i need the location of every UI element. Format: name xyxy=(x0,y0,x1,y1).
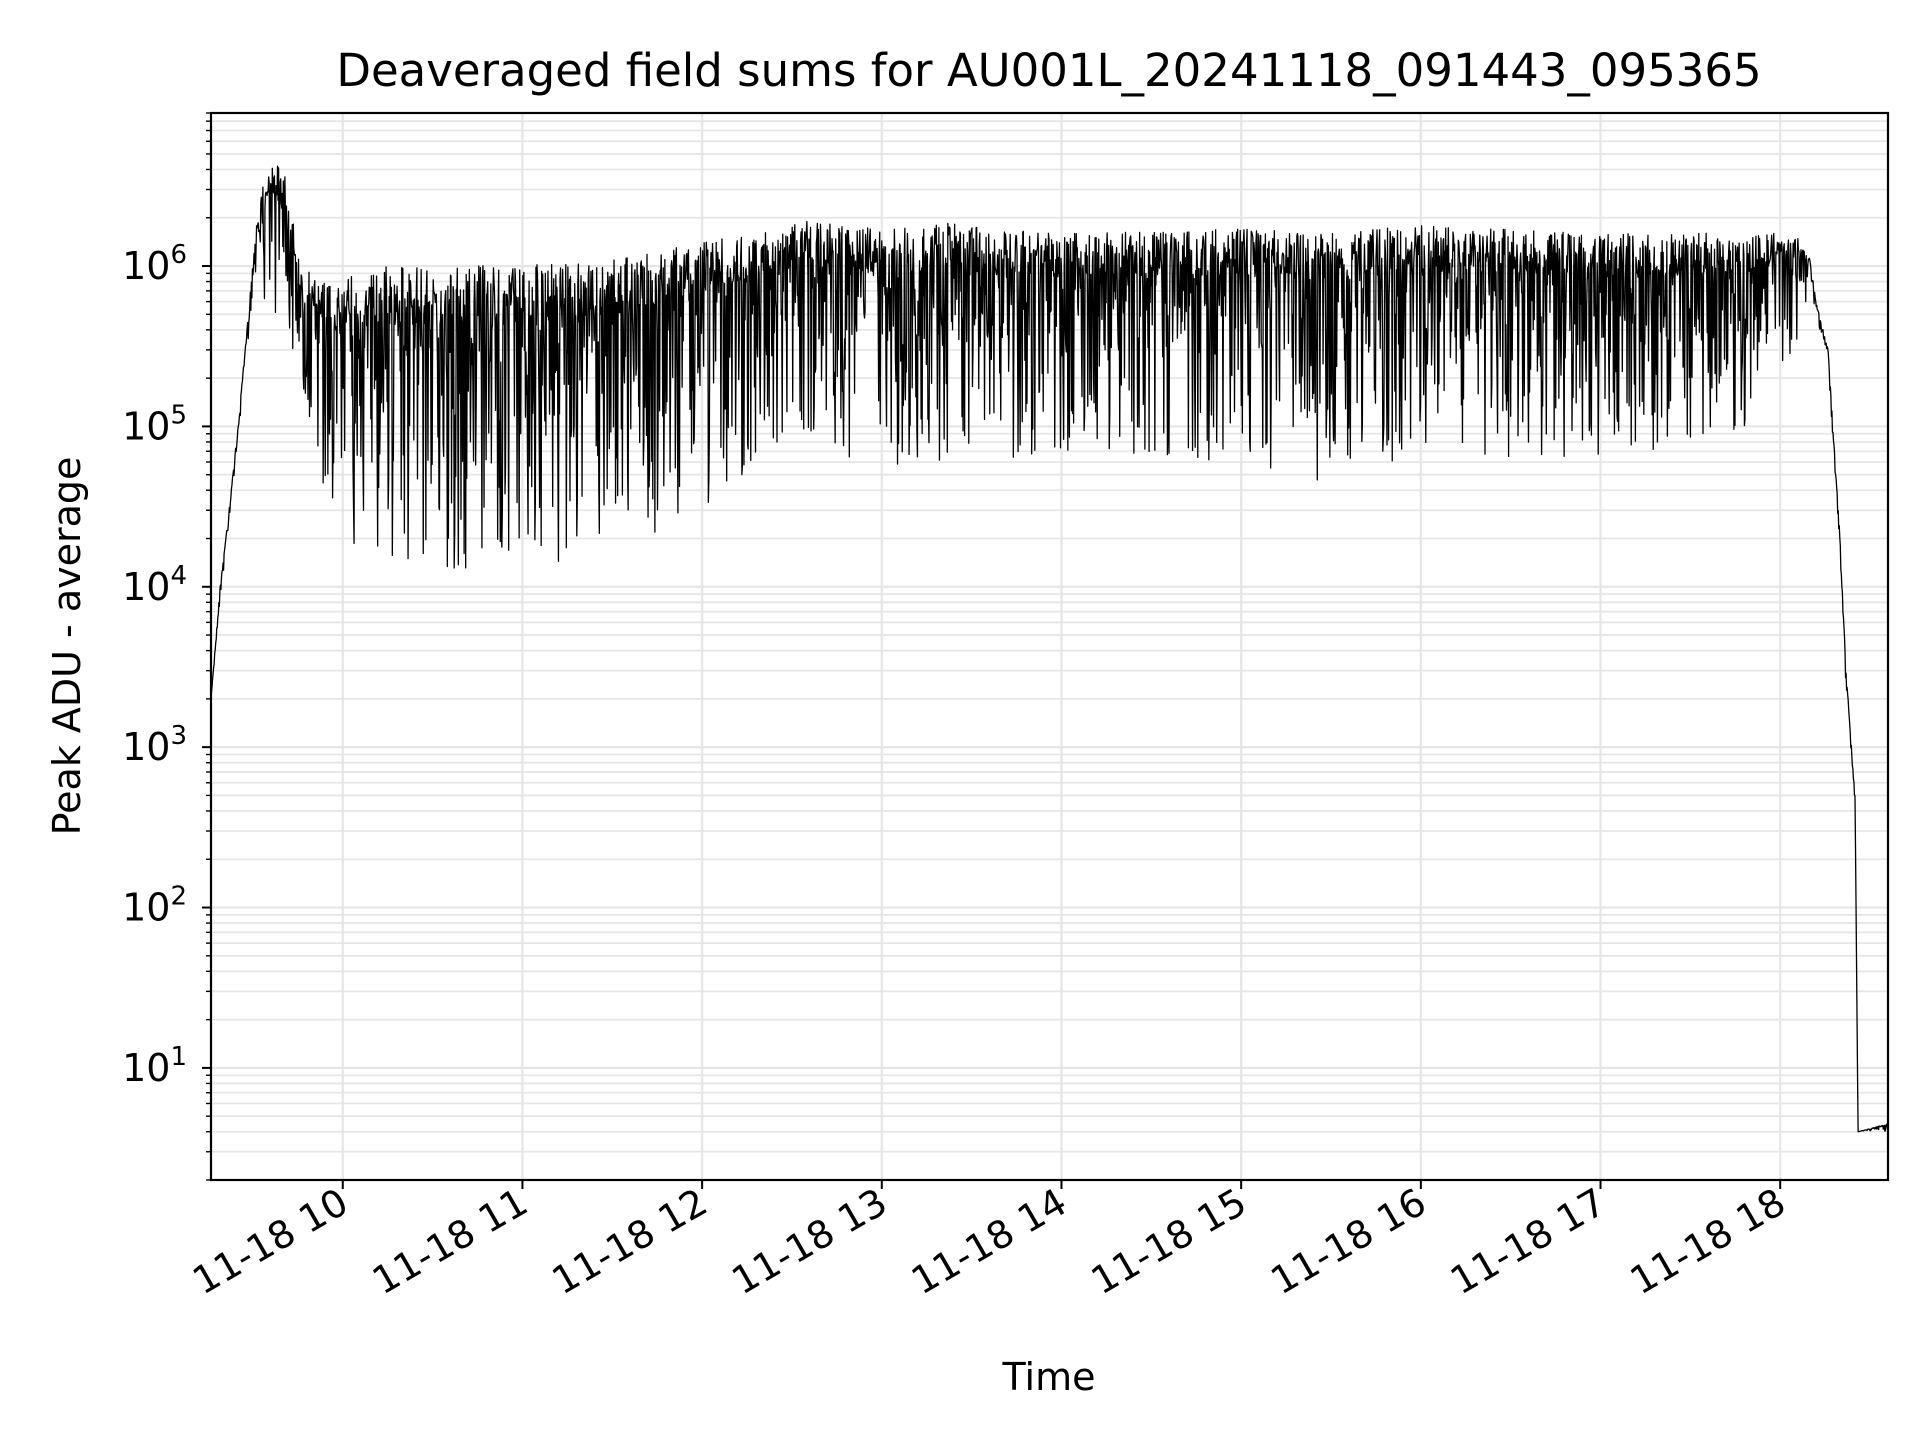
y-tick-label: 101 xyxy=(122,1042,187,1090)
chart-title: Deaveraged field sums for AU001L_2024111… xyxy=(336,44,1761,97)
y-tick-base: 10 xyxy=(122,244,170,288)
y-tick-exponent: 2 xyxy=(170,882,187,912)
y-tick-exponent: 5 xyxy=(170,400,187,430)
y-tick-label: 104 xyxy=(122,561,187,609)
grid-lines xyxy=(211,112,1888,1181)
x-axis-label: Time xyxy=(1002,1355,1096,1399)
y-tick-base: 10 xyxy=(122,886,170,930)
y-tick-base: 10 xyxy=(122,565,170,609)
plot-frame xyxy=(209,111,1890,1182)
y-tick-base: 10 xyxy=(122,404,170,448)
y-tick-label: 105 xyxy=(122,400,187,448)
y-tick-exponent: 1 xyxy=(170,1042,187,1072)
y-tick-label: 102 xyxy=(122,882,187,930)
y-tick-base: 10 xyxy=(122,725,170,769)
series-line xyxy=(210,165,1889,1133)
y-tick-exponent: 3 xyxy=(170,721,187,751)
y-tick-exponent: 6 xyxy=(170,240,187,270)
data-series xyxy=(210,165,1889,1133)
y-tick-base: 10 xyxy=(122,1046,170,1090)
y-tick-label: 103 xyxy=(122,721,187,769)
y-tick-label: 106 xyxy=(122,240,187,288)
y-tick-exponent: 4 xyxy=(170,561,187,591)
y-axis-label: Peak ADU - average xyxy=(45,457,89,836)
